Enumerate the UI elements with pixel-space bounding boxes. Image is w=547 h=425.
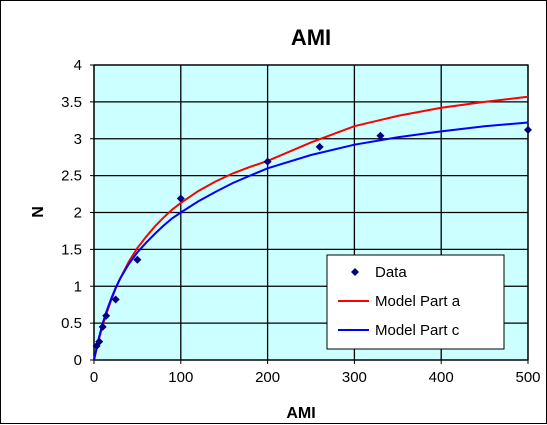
data-point — [133, 255, 142, 264]
y-tick-label: 0 — [74, 352, 82, 369]
data-point — [524, 125, 532, 134]
legend-marker — [351, 268, 359, 276]
data-point — [263, 157, 272, 166]
data-point — [376, 131, 385, 140]
y-tick-label: 2.5 — [61, 168, 82, 185]
y-tick-label: 2 — [74, 205, 82, 222]
x-axis-label: AMI — [286, 405, 315, 422]
data-point — [111, 295, 120, 304]
x-tick-label: 400 — [429, 369, 454, 386]
y-axis-label: N — [30, 206, 47, 218]
x-tick-label: 300 — [342, 369, 367, 386]
x-tick-label: 100 — [168, 369, 193, 386]
data-point — [102, 311, 111, 320]
x-tick-label: 200 — [255, 369, 280, 386]
plot-border — [93, 64, 529, 361]
legend-label: Model Part c — [375, 322, 460, 339]
chart-title: AMI — [291, 25, 331, 50]
data-point — [95, 337, 104, 346]
y-tick-label: 3 — [74, 131, 82, 148]
x-tick-label: 500 — [515, 369, 540, 386]
y-tick-label: 1.5 — [61, 241, 82, 258]
data-point — [315, 142, 324, 151]
series-group — [92, 95, 532, 361]
series-line — [93, 121, 529, 361]
data-point — [98, 322, 107, 331]
y-tick-label: 3.5 — [61, 94, 82, 111]
legend: Data Model Part a Model Part c — [326, 254, 505, 350]
legend-label: Data — [375, 264, 407, 281]
x-tick-label: 0 — [90, 369, 98, 386]
legend-label: Model Part a — [375, 293, 461, 310]
y-tick-label: 0.5 — [61, 315, 82, 332]
y-tick-label: 1 — [74, 278, 82, 295]
data-point — [176, 194, 185, 203]
y-tick-label: 4 — [74, 57, 82, 74]
axes: 0 0.5 1 1.5 2 2.5 3 3.5 4 0 100 200 300 400 500 — [61, 57, 540, 386]
